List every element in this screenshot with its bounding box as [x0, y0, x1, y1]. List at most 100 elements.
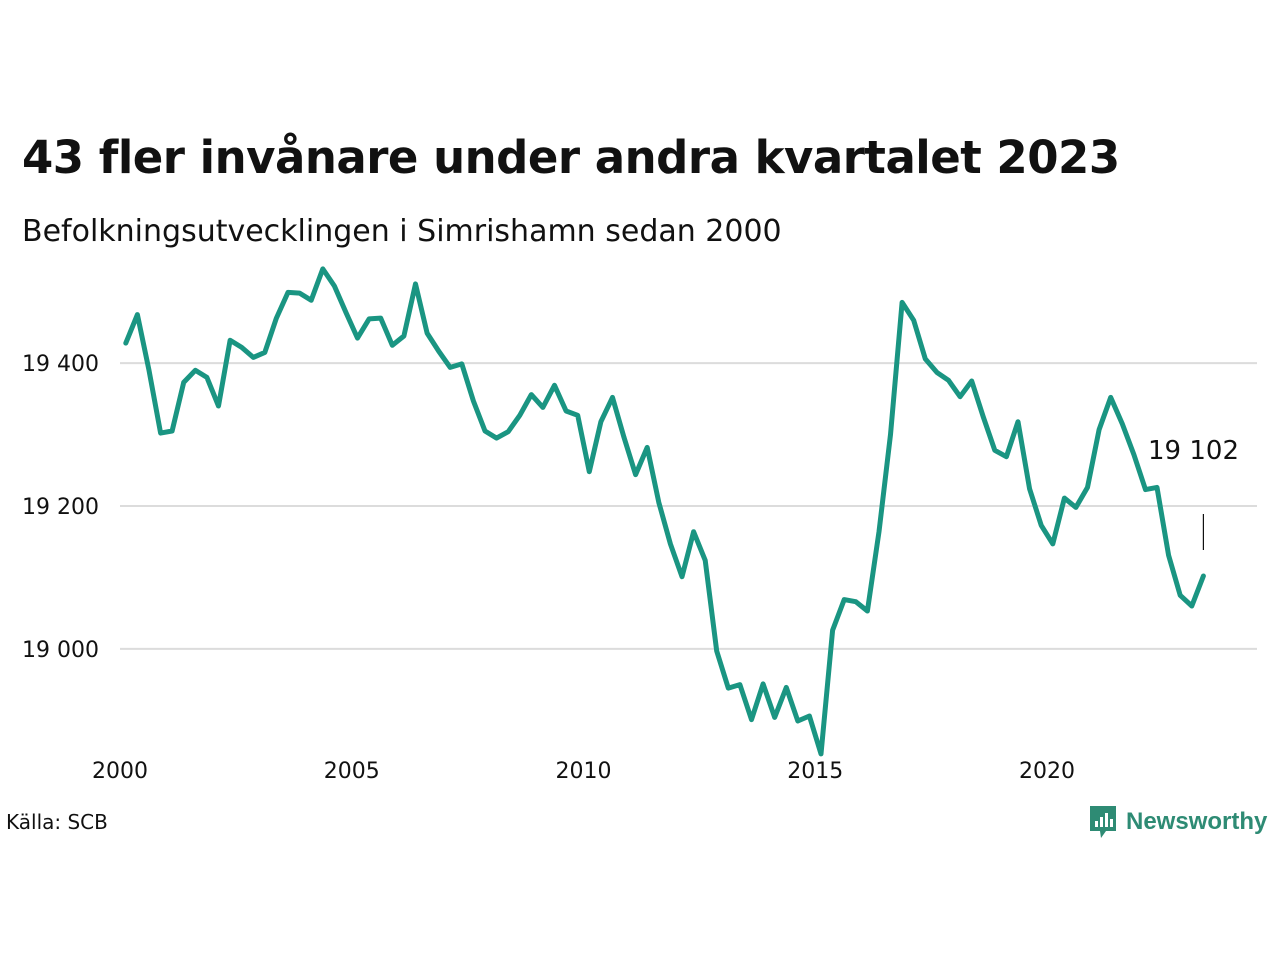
x-tick-label: 2020 [1019, 759, 1075, 784]
data-point [795, 719, 800, 724]
data-point [911, 318, 916, 323]
data-point [564, 409, 569, 414]
data-point [216, 404, 221, 409]
source-label: Källa: SCB [6, 810, 108, 834]
data-point [320, 266, 325, 271]
data-point [436, 349, 441, 354]
y-axis-ticks: 19 000 19 200 19 400 [22, 352, 99, 663]
data-point [1097, 427, 1102, 432]
data-point [286, 290, 291, 295]
data-point [587, 469, 592, 474]
data-point [830, 628, 835, 633]
data-point [262, 350, 267, 355]
data-point [946, 378, 951, 383]
data-point [598, 419, 603, 424]
data-point [204, 375, 209, 380]
data-point [1120, 421, 1125, 426]
data-point [714, 649, 719, 654]
data-point [610, 395, 615, 400]
data-point [471, 399, 476, 404]
x-tick-label: 2000 [92, 759, 148, 784]
annotation-layer: 19 102 [1148, 436, 1239, 550]
data-point [633, 472, 638, 477]
data-point [355, 336, 360, 341]
series-line [123, 266, 1206, 757]
data-point [540, 405, 545, 410]
x-tick-label: 2015 [787, 759, 843, 784]
y-tick-label: 19 400 [22, 352, 99, 377]
newsworthy-logo-icon [1090, 806, 1116, 838]
data-point [401, 334, 406, 339]
grid-lines [120, 362, 1257, 650]
data-point [193, 368, 198, 373]
data-point [552, 383, 557, 388]
data-point [274, 316, 279, 321]
data-point [575, 413, 580, 418]
data-point [842, 597, 847, 602]
data-point [506, 429, 511, 434]
x-tick-label: 2005 [324, 759, 380, 784]
data-point [239, 345, 244, 350]
x-axis-ticks: 2000 2005 2010 2015 2020 [92, 759, 1075, 784]
data-point [703, 558, 708, 563]
data-point [900, 300, 905, 305]
data-point [297, 291, 302, 296]
data-point [865, 609, 870, 614]
data-point [332, 284, 337, 289]
data-point [1050, 541, 1055, 546]
data-point [679, 574, 684, 579]
data-point [1004, 454, 1009, 459]
data-point [1131, 452, 1136, 457]
data-point [888, 432, 893, 437]
data-point [309, 298, 314, 303]
data-point [1108, 395, 1113, 400]
data-point [1062, 496, 1067, 501]
data-point [853, 599, 858, 604]
data-point [123, 341, 128, 346]
data-point [819, 751, 824, 756]
data-point [969, 379, 974, 384]
x-tick-label: 2010 [555, 759, 611, 784]
data-point [181, 380, 186, 385]
data-point [958, 394, 963, 399]
data-point [1016, 419, 1021, 424]
data-point [448, 365, 453, 370]
data-point [343, 310, 348, 315]
brand-logo[interactable]: Newsworthy [1088, 804, 1267, 840]
data-point [1073, 505, 1078, 510]
data-point [1039, 523, 1044, 528]
data-point [761, 681, 766, 686]
last-value-label: 19 102 [1148, 436, 1239, 466]
data-point [1085, 485, 1090, 490]
data-point [146, 368, 151, 373]
data-point [668, 541, 673, 546]
data-point [807, 714, 812, 719]
chart-subtitle: Befolkningsutvecklingen i Simrishamn sed… [22, 214, 782, 249]
data-point [367, 316, 372, 321]
data-point [726, 686, 731, 691]
data-point [378, 316, 383, 321]
data-point [251, 355, 256, 360]
data-point [992, 448, 997, 453]
y-tick-label: 19 200 [22, 495, 99, 520]
data-point [876, 529, 881, 534]
series-layer [123, 266, 1206, 757]
data-point [1143, 487, 1148, 492]
data-point [494, 436, 499, 441]
chart-title: 43 fler invånare under andra kvartalet 2… [22, 131, 1120, 184]
data-point [923, 356, 928, 361]
data-point [158, 431, 163, 436]
data-point [390, 343, 395, 348]
data-point [459, 361, 464, 366]
data-point [1027, 486, 1032, 491]
data-point [425, 331, 430, 336]
data-point [170, 429, 175, 434]
data-point [413, 281, 418, 286]
data-point [135, 312, 140, 317]
data-point [981, 414, 986, 419]
data-point [691, 529, 696, 534]
data-point [529, 392, 534, 397]
data-point [784, 685, 789, 690]
data-point [622, 435, 627, 440]
